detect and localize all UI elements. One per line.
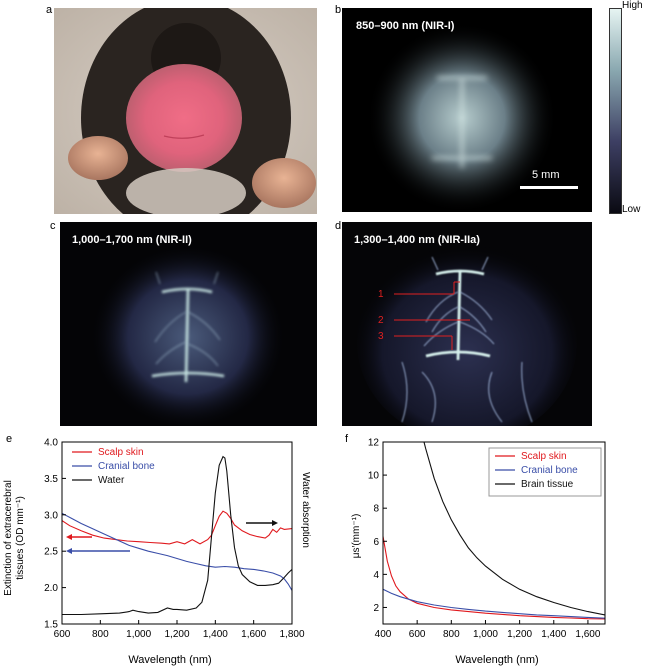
x-tick-label: 1,200 (507, 629, 532, 640)
nir-i-image: 850–900 nm (NIR-I) 5 mm (342, 8, 592, 212)
marker-2: 2 (378, 315, 384, 326)
arrow-bone-to-left-axis (66, 548, 130, 554)
x-tick-label: 1,000 (126, 629, 151, 640)
series-line-cranial-bone (62, 512, 292, 591)
series-line-brain-tissue (423, 442, 605, 616)
x-tick-label: 1,400 (203, 629, 228, 640)
y-tick-label: 12 (368, 438, 380, 449)
x-tick-label: 400 (375, 629, 392, 640)
chart-e-ylabel-line1: Extinction of extracerebral (3, 480, 14, 596)
panel-c-label: c (50, 220, 56, 232)
panel-d-title: 1,300–1,400 nm (NIR-IIa) (354, 234, 480, 246)
chart-e: 600 800 1,000 1,200 1,400 1,600 1,800 1.5 2.0 2.5… (3, 438, 311, 667)
legend-label: Brain tissue (521, 479, 574, 490)
series-line-scalp-skin (383, 536, 605, 620)
series-line-water (62, 455, 292, 616)
colorbar-low-label: Low (622, 204, 641, 215)
chart-e-ylabel-line2: tissues (OD mm⁻¹) (15, 496, 26, 580)
plot-frame (382, 441, 606, 625)
panel-f-label: f (345, 433, 349, 445)
panel-d-label: d (335, 220, 342, 232)
chart-e-xlabel: Wavelength (nm) (128, 654, 211, 666)
x-tick-label: 800 (92, 629, 109, 640)
x-tick-label: 1,000 (473, 629, 498, 640)
x-tick-label: 600 (409, 629, 426, 640)
scale-bar (520, 186, 578, 189)
mouse-photo (54, 8, 317, 214)
scale-bar-label: 5 mm (532, 169, 560, 181)
y-tick-label: 2 (373, 603, 379, 614)
chart-e-ylabel-right: Water absorption (300, 472, 311, 548)
x-tick-label: 800 (443, 629, 460, 640)
x-tick-label: 1,800 (279, 629, 304, 640)
nir-iia-image: 1 2 3 1,300–1,400 nm (NIR-IIa) (342, 222, 592, 426)
legend-label: Cranial bone (98, 461, 155, 472)
panel-b-title: 850–900 nm (NIR-I) (356, 20, 455, 32)
nir-ii-image: 1,000–1,700 nm (NIR-II) (60, 222, 317, 426)
chart-f-ylabel: μs′(mm⁻¹) (351, 514, 362, 559)
x-tick-label: 1,600 (575, 629, 600, 640)
y-tick-label: 8 (373, 504, 379, 515)
x-tick-label: 1,200 (164, 629, 189, 640)
panel-c-title: 1,000–1,700 nm (NIR-II) (72, 234, 192, 246)
marker-3: 3 (378, 331, 384, 342)
y-tick-label: 3.5 (44, 474, 58, 485)
panel-b-label: b (335, 4, 342, 16)
panel-e-label: e (6, 433, 13, 445)
colorbar (609, 8, 622, 214)
chart-f: 400 600 800 1,000 1,200 1,400 1,600 2 4 6 8 10 12 Sc… (351, 438, 606, 666)
series-line-scalp-skin (62, 510, 292, 545)
y-tick-label: 10 (368, 471, 380, 482)
y-tick-label: 2.5 (44, 547, 58, 558)
legend-label: Scalp skin (98, 447, 144, 458)
y-tick-label: 1.5 (44, 620, 58, 631)
arrow-scalp-to-left-axis (66, 534, 92, 540)
y-tick-label: 4.0 (44, 438, 58, 449)
legend-label: Cranial bone (521, 465, 578, 476)
y-tick-label: 4 (373, 570, 379, 581)
panel-a-label: a (46, 4, 53, 16)
legend-label: Scalp skin (521, 451, 567, 462)
marker-1: 1 (378, 289, 384, 300)
arrow-water-to-right-axis (246, 520, 278, 526)
y-tick-label: 2.0 (44, 583, 58, 594)
x-tick-label: 1,400 (541, 629, 566, 640)
x-tick-label: 600 (54, 629, 71, 640)
y-tick-label: 6 (373, 537, 379, 548)
series-line-cranial-bone (383, 588, 605, 619)
chart-f-xlabel: Wavelength (nm) (455, 654, 538, 666)
x-tick-label: 1,600 (241, 629, 266, 640)
y-tick-label: 3.0 (44, 510, 58, 521)
colorbar-high-label: High (622, 0, 643, 11)
legend-label: Water (98, 475, 125, 486)
